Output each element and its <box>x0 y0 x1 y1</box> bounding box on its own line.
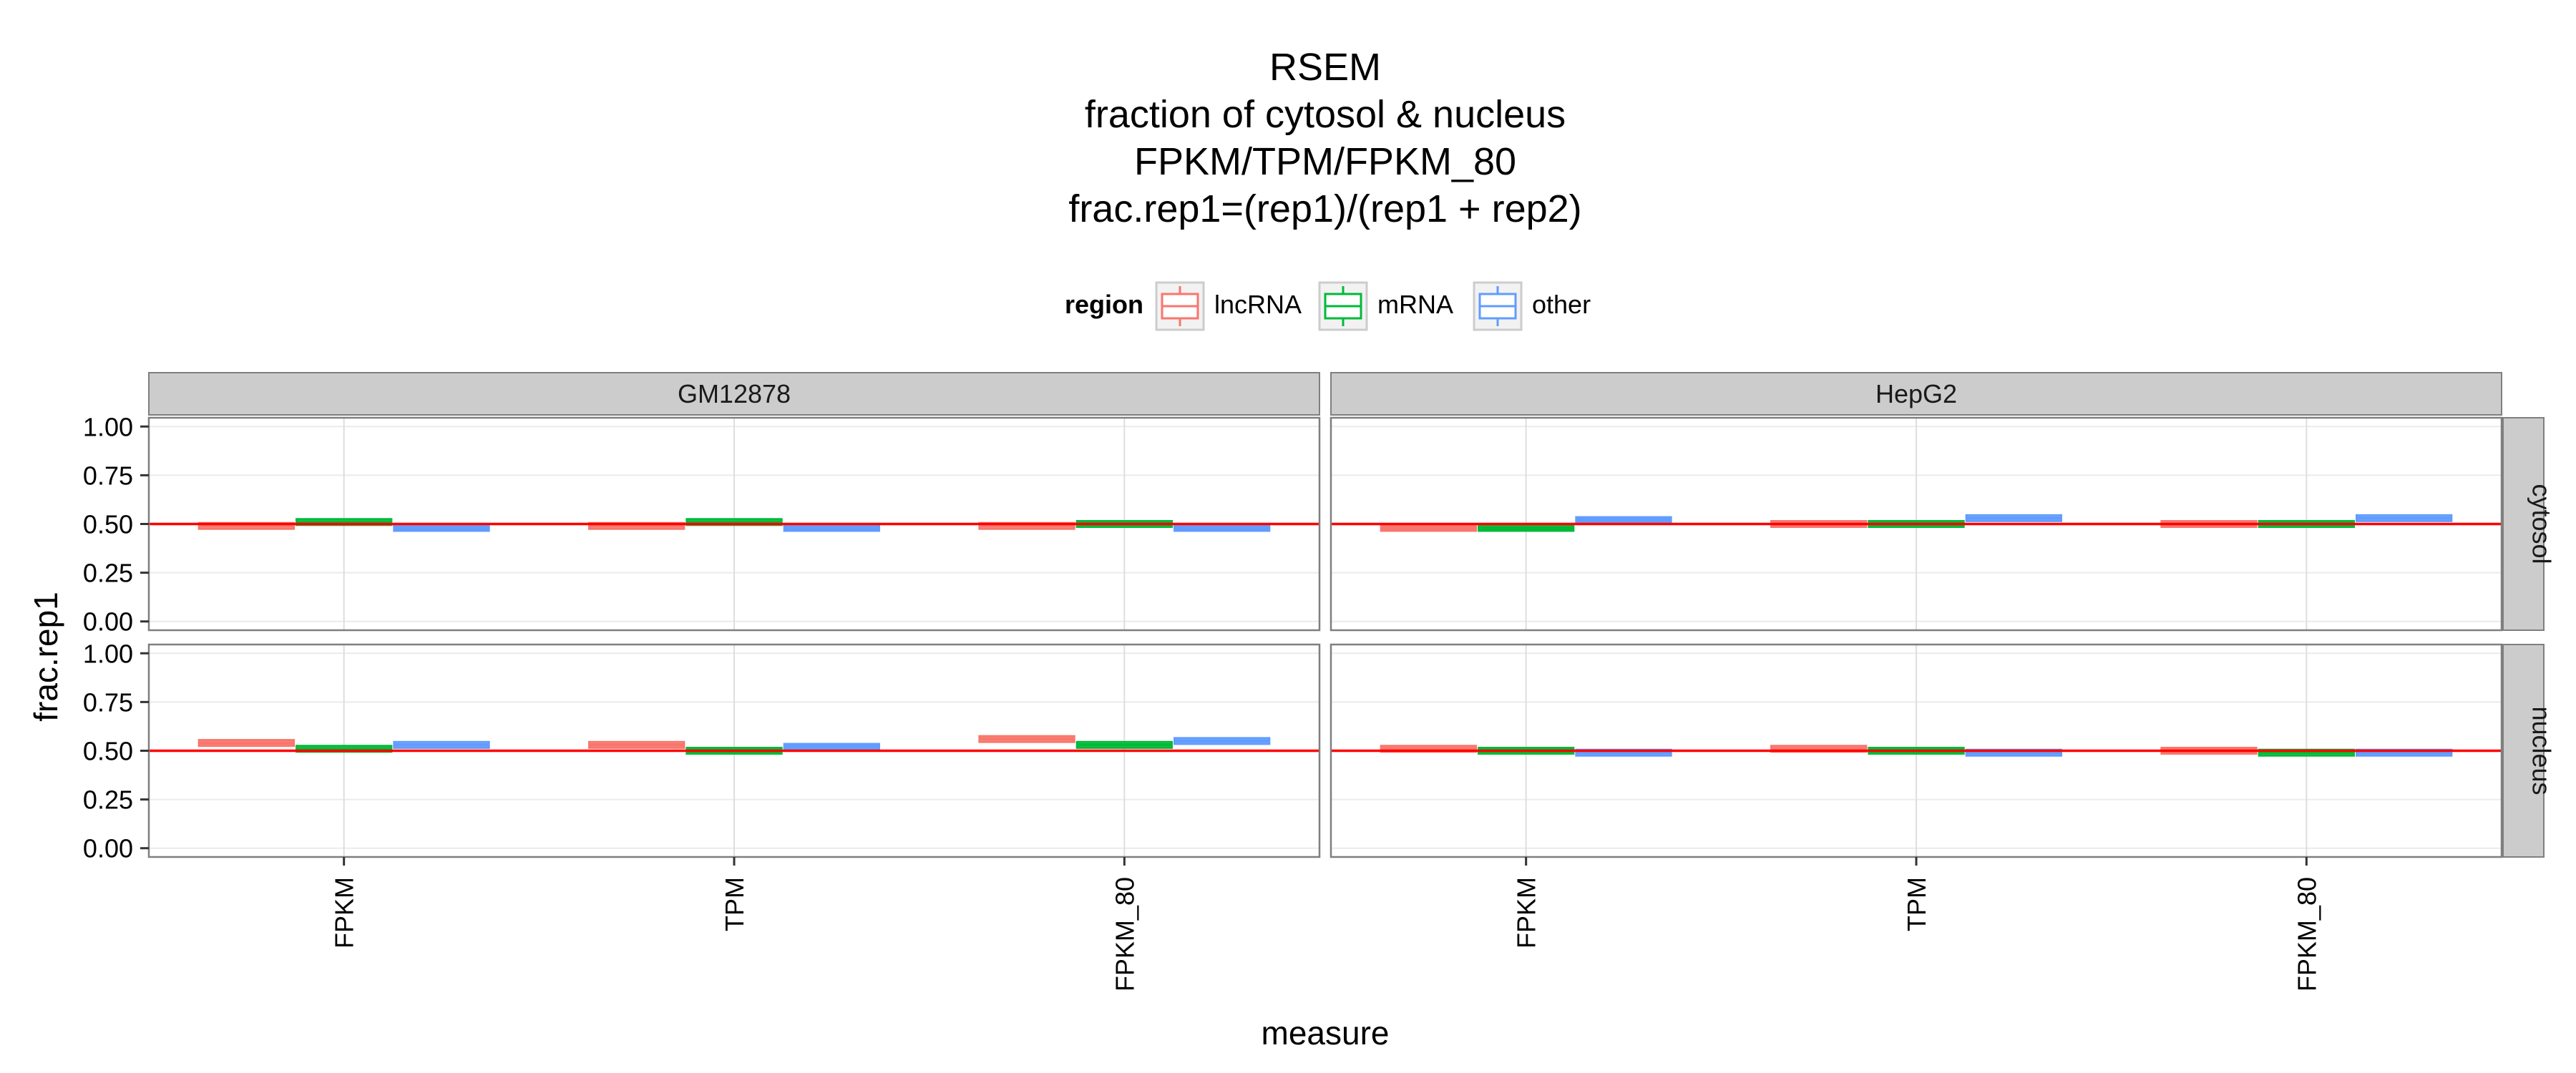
y-tick-label: 1.00 <box>83 639 133 668</box>
y-tick-label: 0.25 <box>83 559 133 588</box>
x-tick-label: TPM <box>1902 877 1931 931</box>
panel-gm12878-cytosol <box>147 416 1321 632</box>
facet-strip-label: cytosol <box>2527 484 2557 564</box>
y-tick-label: 0.00 <box>83 834 133 863</box>
panel-hepg2-nucleus <box>1330 643 2503 858</box>
y-tick-label: 1.00 <box>83 412 133 441</box>
chart-title: RSEM fraction of cytosol & nucleus FPKM/… <box>1068 46 1581 230</box>
panel-border <box>1330 416 2503 632</box>
facet-strip-nucleus <box>2502 644 2545 858</box>
y-tick-label: 0.75 <box>83 687 133 717</box>
x-tick-label: FPKM <box>330 877 359 949</box>
legend-item-other: other <box>1473 281 1591 331</box>
x-tick-label: FPKM_80 <box>1110 877 1139 991</box>
legend-label: mRNA <box>1377 290 1453 319</box>
y-axis-label: frac.rep1 <box>27 592 64 722</box>
facet-panels: GM12878 HepG2 cytosol nucleus 0.00 0.25 0.50 0.… <box>83 372 2557 991</box>
legend-item-lncrna: lncRNA <box>1155 281 1302 331</box>
x-tick-label: FPKM_80 <box>2292 877 2321 991</box>
title-line-2: fraction of cytosol & nucleus <box>1085 93 1566 136</box>
facet-strip-hepg2 <box>1330 372 2502 416</box>
x-tick-label: FPKM <box>1512 877 1541 949</box>
legend-item-mrna: mRNA <box>1318 281 1453 331</box>
y-tick-label: 0.25 <box>83 785 133 815</box>
facet-strip-gm12878 <box>148 372 1320 416</box>
title-line-3: FPKM/TPM/FPKM_80 <box>1134 140 1516 183</box>
panel-hepg2-cytosol <box>1330 416 2503 632</box>
legend-label: lncRNA <box>1214 290 1302 319</box>
x-axis-label: measure <box>1262 1014 1390 1052</box>
legend-title: region <box>1065 290 1143 319</box>
y-tick-label: 0.50 <box>83 737 133 766</box>
title-line-4: frac.rep1=(rep1)/(rep1 + rep2) <box>1068 187 1581 230</box>
title-line-1: RSEM <box>1269 46 1381 89</box>
facet-strip-label: nucleus <box>2527 706 2557 795</box>
y-tick-label: 0.00 <box>83 607 133 637</box>
x-tick-label: TPM <box>720 877 749 931</box>
facet-strip-label: GM12878 <box>678 379 791 408</box>
legend-label: other <box>1532 290 1591 319</box>
facet-strip-cytosol <box>2502 417 2545 631</box>
y-tick-label: 0.50 <box>83 510 133 539</box>
panel-gm12878-nucleus <box>147 643 1321 858</box>
legend: region lncRNA mRNA other <box>1065 281 1591 331</box>
y-tick-label: 0.75 <box>83 461 133 490</box>
facet-strip-label: HepG2 <box>1875 379 1957 408</box>
